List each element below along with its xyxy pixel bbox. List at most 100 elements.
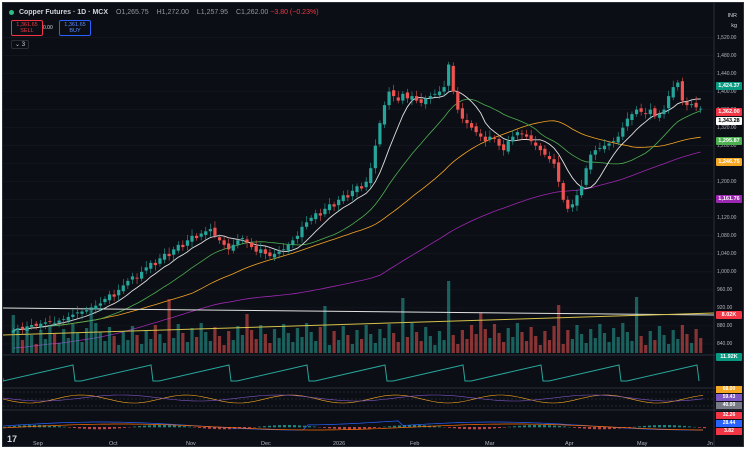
candle-body	[153, 262, 157, 266]
candle-body	[364, 181, 368, 188]
volume-bar	[566, 330, 570, 353]
time-tick-label: Dec	[261, 441, 271, 447]
volume-bar	[185, 342, 190, 353]
volume-bar	[254, 339, 258, 353]
volume-bar	[511, 337, 515, 353]
candle-body	[534, 142, 538, 146]
macd-histogram-bar	[328, 427, 331, 429]
candle-body	[52, 322, 57, 324]
volume-bar	[671, 330, 675, 353]
volume-bar	[80, 342, 84, 353]
volume-bar	[71, 324, 75, 353]
macd-histogram-bar	[503, 427, 506, 428]
candle-body	[240, 238, 245, 239]
symbol-title[interactable]: Copper Futures · 1D · MCX	[18, 9, 109, 16]
volume-bar	[488, 338, 492, 353]
volume-bar	[465, 339, 469, 353]
tradingview-logo-icon[interactable]: 17	[7, 434, 18, 444]
macd-histogram-bar	[603, 427, 606, 430]
volume-bar	[502, 342, 506, 353]
volume-bar	[396, 342, 400, 353]
macd-histogram-bar	[583, 427, 586, 429]
volume-bar	[657, 326, 662, 353]
macd-histogram-bar	[658, 425, 661, 428]
macd-histogram-bar	[88, 427, 91, 430]
macd-histogram-bar	[183, 426, 186, 428]
volume-bar	[39, 330, 43, 353]
volume-bar	[662, 335, 666, 353]
chart-canvas[interactable]	[3, 3, 744, 447]
volume-bar	[89, 307, 93, 353]
candle-body	[282, 249, 286, 251]
candle-body	[699, 108, 703, 110]
indicator-value-tag: 11.92K	[716, 353, 742, 361]
volume-bar	[162, 343, 167, 353]
volume-bar	[20, 340, 25, 353]
candle-body	[43, 322, 47, 324]
macd-histogram-bar	[458, 427, 461, 429]
candle-body	[671, 87, 675, 98]
volume-bar	[667, 344, 671, 353]
volume-bar	[103, 341, 107, 353]
candle-body	[231, 244, 235, 251]
volume-bar	[52, 334, 57, 353]
macd-histogram-bar	[278, 425, 281, 428]
candle-body	[112, 294, 116, 297]
volume-bar	[355, 330, 359, 353]
volume-bar	[94, 323, 98, 353]
candle-body	[176, 244, 180, 251]
macd-histogram-bar	[283, 425, 286, 428]
macd-histogram-bar	[123, 427, 126, 428]
volume-bar	[369, 334, 373, 353]
candle-body	[520, 133, 524, 135]
indicator-value-tag: 40.00	[716, 402, 742, 409]
buy-button[interactable]: 1,361.65 BUY	[59, 20, 91, 36]
volume-bar	[630, 341, 634, 353]
macd-histogram-bar	[348, 427, 351, 430]
macd-histogram-bar	[133, 426, 136, 428]
volume-bar	[447, 281, 451, 353]
candle-body	[295, 235, 300, 239]
macd-histogram-bar	[258, 426, 261, 428]
volume-bar	[680, 325, 684, 353]
candle-body	[648, 109, 652, 115]
macd-histogram-bar	[333, 427, 336, 429]
volume-bar	[213, 327, 217, 353]
volume-bar	[437, 331, 442, 353]
candle-body	[268, 252, 272, 257]
volume-bar	[318, 327, 322, 353]
candle-body	[584, 168, 588, 185]
volume-bar	[424, 327, 428, 353]
candle-body	[126, 280, 130, 286]
macd-histogram-bar	[28, 425, 31, 428]
candle-body	[89, 307, 93, 309]
macd-histogram-bar	[683, 425, 686, 428]
volume-bar	[644, 345, 648, 353]
market-status-icon	[9, 9, 14, 15]
candle-body	[492, 138, 497, 139]
candle-body	[488, 136, 492, 140]
price-tag: 1,161.76	[716, 195, 742, 203]
macd-histogram-bar	[58, 426, 61, 428]
candle-body	[222, 240, 226, 245]
volume-bar	[625, 332, 629, 353]
indicator-collapse-button[interactable]: ⌄ 3	[11, 40, 30, 49]
macd-histogram-bar	[213, 427, 216, 430]
candle-body	[621, 127, 625, 137]
macd-histogram-bar	[288, 425, 291, 428]
volume-bar	[130, 326, 135, 353]
volume-bar	[561, 344, 565, 353]
macd-histogram-bar	[513, 426, 516, 428]
currency-unit-box[interactable]: INR kg	[728, 11, 737, 31]
candle-body	[653, 108, 657, 117]
macd-histogram-bar	[23, 425, 26, 428]
candle-body	[323, 208, 327, 215]
sell-button[interactable]: 1,361.65 SELL	[11, 20, 43, 36]
macd-histogram-bar	[608, 427, 611, 430]
macd-histogram-bar	[263, 426, 266, 428]
macd-histogram-bar	[323, 427, 326, 428]
sell-price: 1,361.65	[16, 22, 38, 28]
volume-bar	[616, 337, 620, 353]
volume-bar	[483, 329, 487, 353]
